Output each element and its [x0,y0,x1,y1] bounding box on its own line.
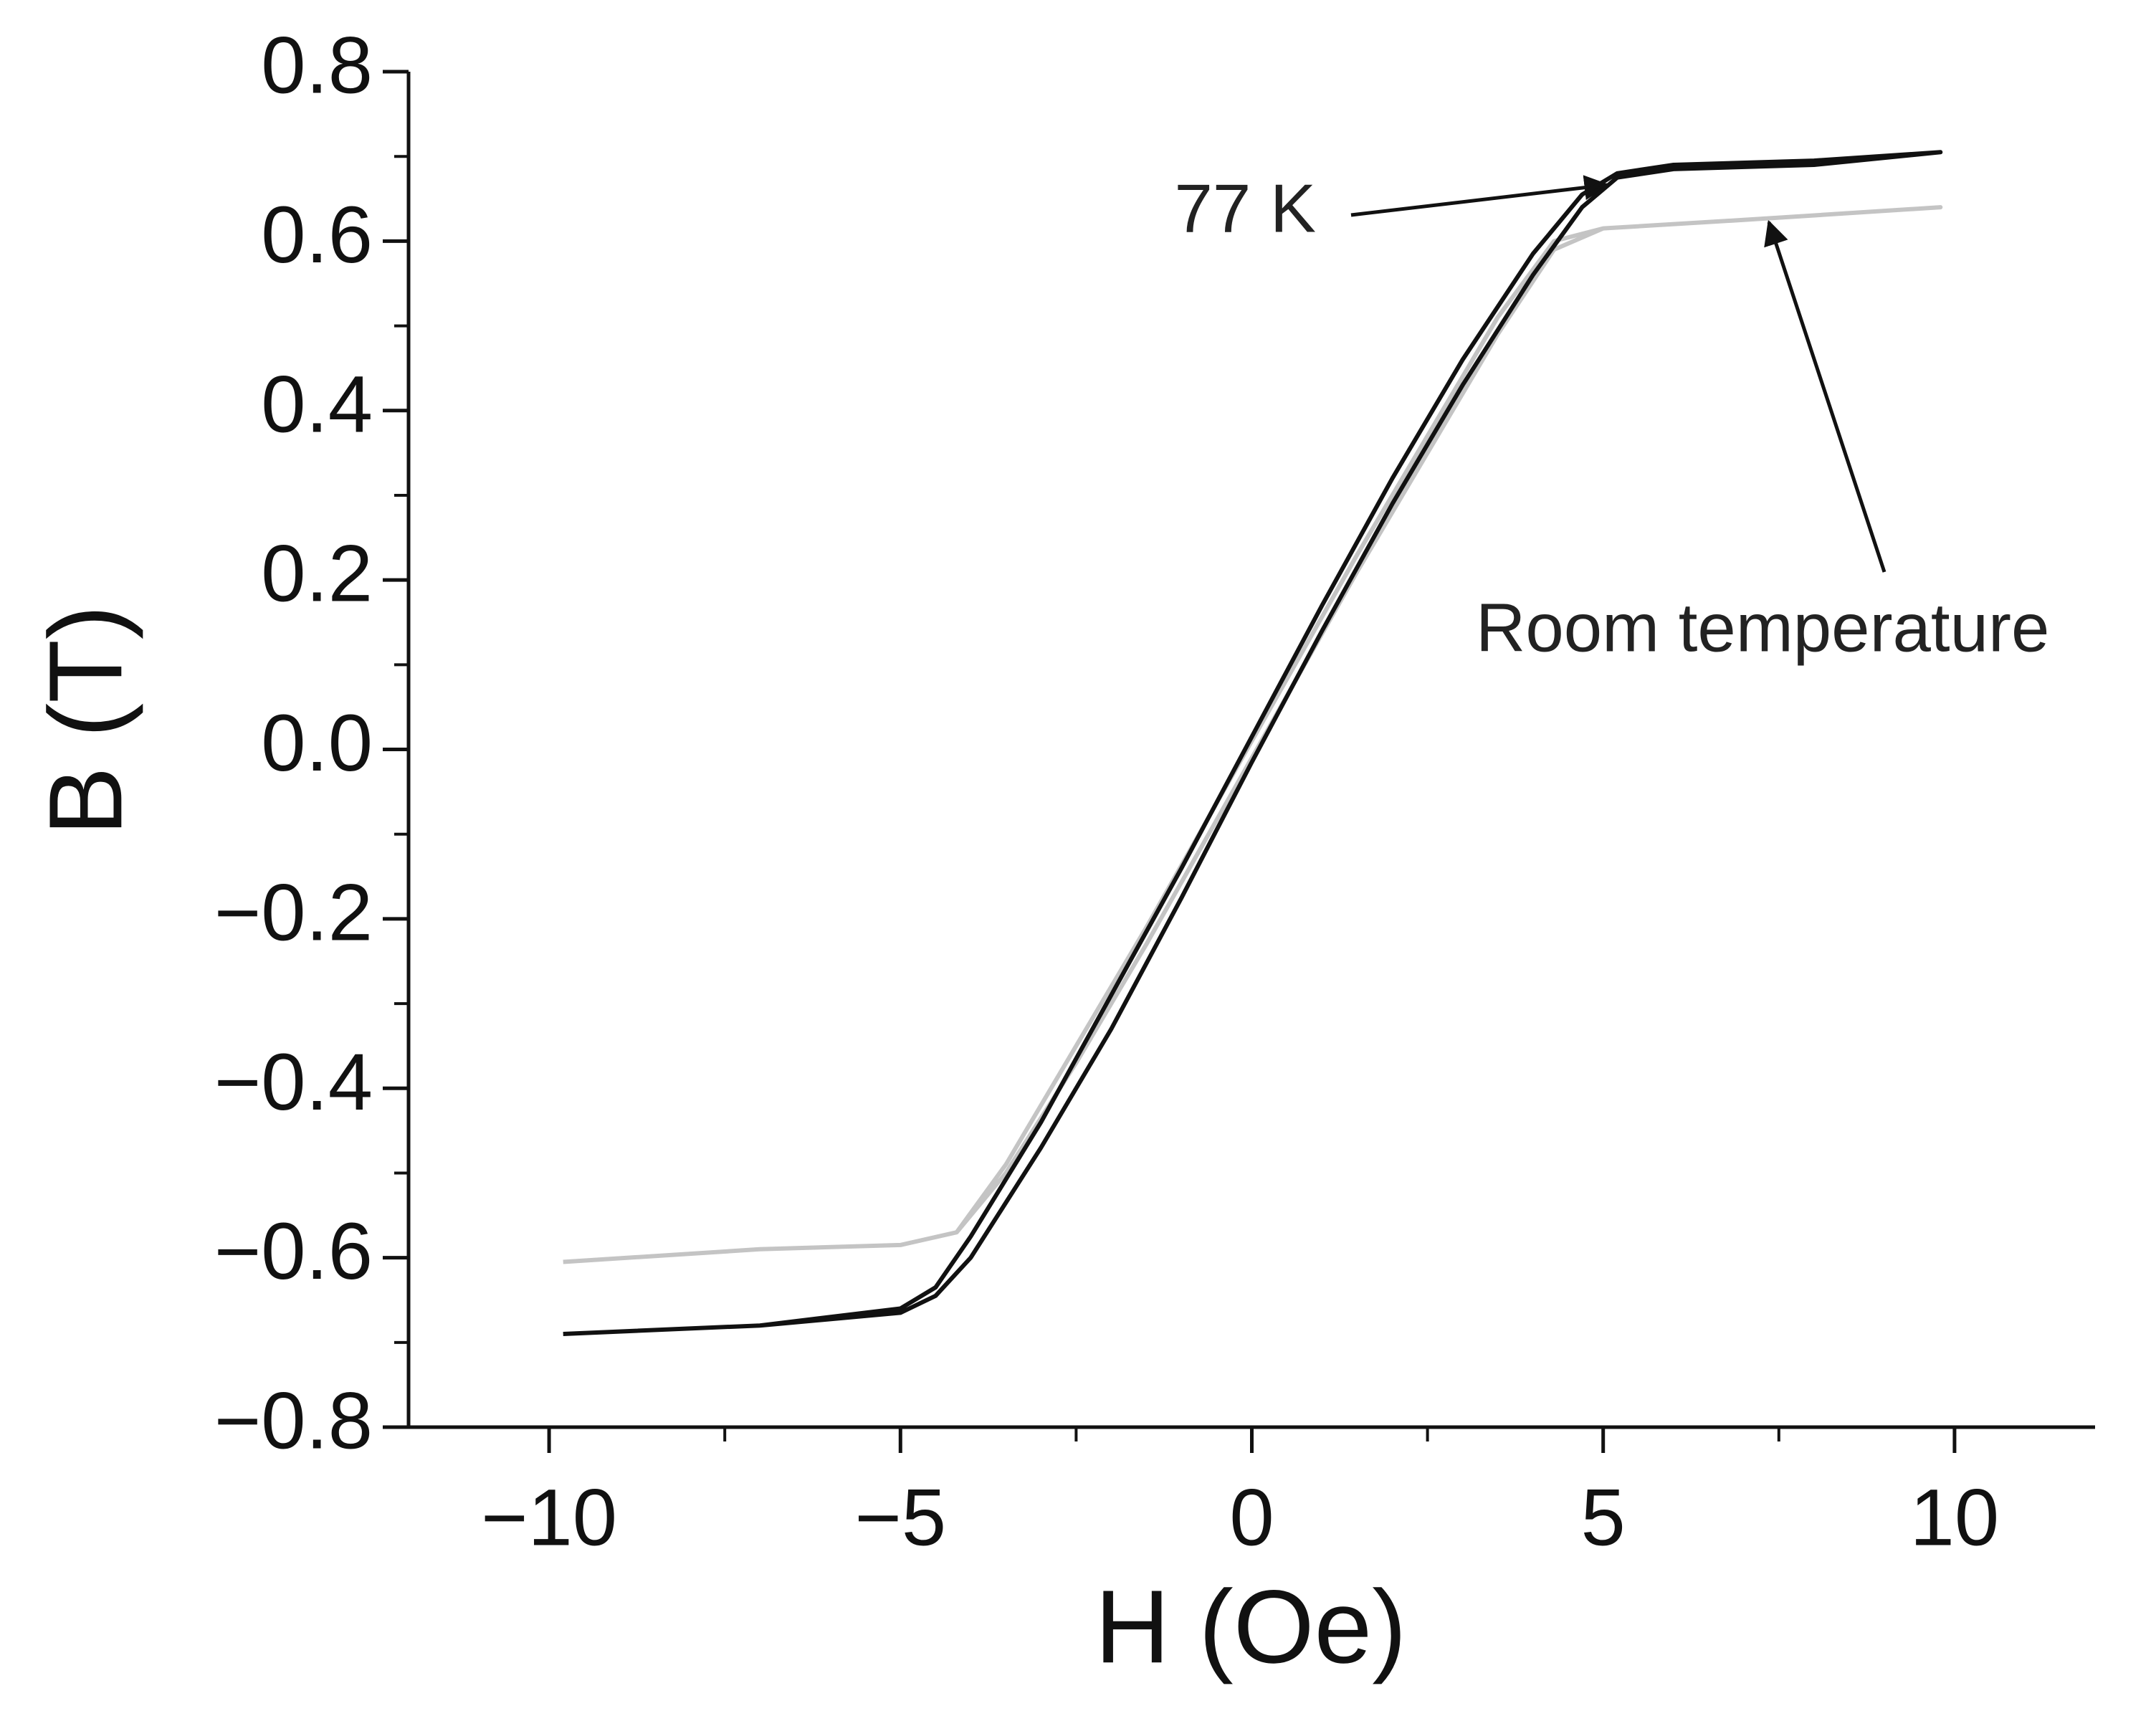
x-axis-title: H (Oe) [1095,1568,1407,1684]
y-tick-label: 0.4 [261,359,373,449]
annotation-arrow [1764,219,1886,573]
x-tick-label: 10 [1910,1473,2000,1563]
y-tick-label: −0.2 [214,867,373,957]
y-tick-label: −0.8 [214,1376,373,1466]
y-tick-label: 0.0 [261,698,373,788]
x-tick-label: −10 [481,1473,617,1563]
y-tick-label: −0.6 [214,1206,373,1296]
y-tick-label: −0.4 [214,1037,373,1127]
data-line [563,150,1943,1336]
y-tick-label: 0.6 [261,190,373,280]
y-axis-title: B (T) [27,605,143,836]
y-tick-label: 0.8 [261,21,373,110]
annotation: 77 K [1175,170,1316,247]
x-tick-label: −5 [854,1473,946,1563]
y-tick-label: 0.2 [261,529,373,619]
x-tick-label: 5 [1581,1473,1626,1563]
annotation: Room temperature [1476,589,2049,666]
x-tick-label: 0 [1229,1473,1274,1563]
annotation-arrow [1350,175,1610,217]
